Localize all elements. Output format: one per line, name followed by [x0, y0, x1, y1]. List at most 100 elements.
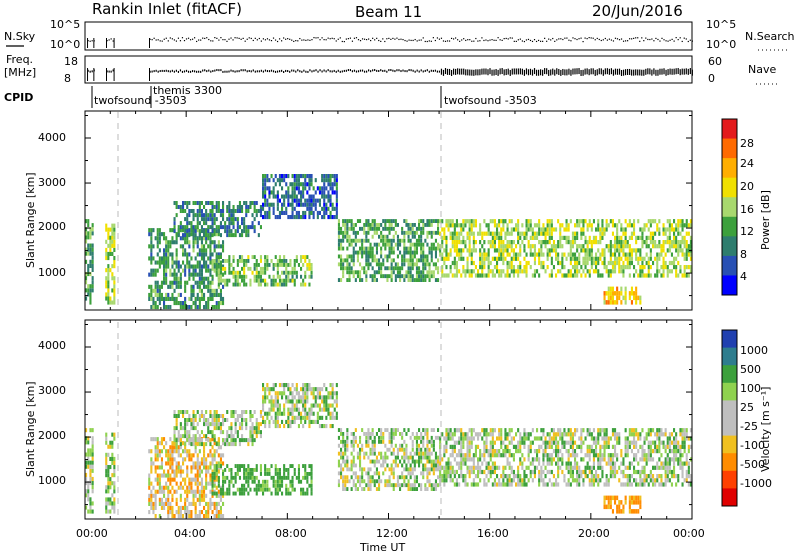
- freq-point: [190, 71, 191, 73]
- echo-cell: [456, 253, 458, 257]
- echo-cell: [186, 252, 188, 256]
- freq-point: [273, 70, 274, 72]
- echo-cell: [249, 283, 251, 287]
- echo-cell: [625, 253, 627, 257]
- echo-cell: [174, 426, 176, 430]
- echo-cell: [155, 498, 157, 502]
- echo-cell: [408, 270, 410, 274]
- freq-point: [232, 70, 233, 72]
- echo-cell: [523, 236, 525, 240]
- echo-cell: [199, 442, 201, 446]
- echo-cell: [359, 436, 361, 440]
- echo-cell: [150, 289, 152, 293]
- echo-cell: [395, 483, 397, 487]
- echo-cell: [176, 248, 178, 252]
- echo-cell: [344, 231, 346, 235]
- echo-cell: [437, 270, 439, 274]
- cpid-segment-2: themis 3300: [153, 84, 222, 97]
- echo-cell: [220, 464, 222, 468]
- nsky-point: [560, 38, 561, 39]
- echo-cell: [367, 456, 369, 460]
- echo-cell: [239, 283, 241, 287]
- echo-cell: [416, 258, 418, 262]
- echo-cell: [458, 236, 460, 240]
- echo-cell: [410, 223, 412, 227]
- echo-cell: [190, 265, 192, 269]
- echo-cell: [184, 273, 186, 277]
- echo-cell: [178, 510, 180, 514]
- echo-cell: [186, 205, 188, 209]
- echo-cell: [587, 244, 589, 248]
- echo-cell: [218, 301, 220, 305]
- echo-cell: [205, 461, 207, 465]
- echo-cell: [536, 253, 538, 257]
- echo-cell: [195, 449, 197, 453]
- freq-point: [461, 69, 462, 75]
- echo-cell: [174, 478, 176, 482]
- echo-cell: [384, 227, 386, 231]
- echo-cell: [105, 292, 107, 296]
- echo-cell: [576, 236, 578, 240]
- freq-point: [243, 69, 244, 71]
- echo-cell: [454, 273, 456, 277]
- echo-cell: [188, 438, 190, 442]
- echo-cell: [429, 251, 431, 255]
- echo-cell: [296, 203, 298, 207]
- echo-cell: [376, 223, 378, 227]
- echo-cell: [353, 432, 355, 436]
- echo-cell: [292, 480, 294, 484]
- echo-cell: [532, 244, 534, 248]
- echo-cell: [224, 476, 226, 480]
- echo-cell: [374, 258, 376, 262]
- echo-cell: [235, 271, 237, 275]
- echo-cell: [302, 174, 304, 178]
- echo-cell: [426, 243, 428, 247]
- echo-cell: [355, 243, 357, 247]
- echo-cell: [109, 240, 111, 244]
- echo-cell: [488, 253, 490, 257]
- echo-cell: [294, 259, 296, 263]
- echo-cell: [212, 213, 214, 217]
- echo-cell: [214, 289, 216, 293]
- echo-cell: [355, 475, 357, 479]
- echo-cell: [222, 201, 224, 205]
- echo-cell: [578, 223, 580, 227]
- echo-cell: [551, 219, 553, 223]
- echo-cell: [376, 479, 378, 483]
- echo-cell: [559, 232, 561, 236]
- echo-cell: [401, 444, 403, 448]
- echo-cell: [359, 475, 361, 479]
- echo-cell: [582, 244, 584, 248]
- echo-cell: [273, 480, 275, 484]
- echo-cell: [346, 464, 348, 468]
- echo-cell: [256, 259, 258, 263]
- echo-cell: [203, 434, 205, 438]
- echo-cell: [648, 269, 650, 273]
- echo-cell: [180, 293, 182, 297]
- echo-cell: [639, 248, 641, 252]
- echo-cell: [682, 219, 684, 223]
- echo-cell: [190, 273, 192, 277]
- nsky-point: [92, 40, 93, 41]
- echo-cell: [150, 252, 152, 256]
- nsky-point: [540, 41, 541, 42]
- echo-cell: [420, 235, 422, 239]
- echo-cell: [152, 461, 154, 465]
- echo-cell: [209, 430, 211, 434]
- echo-cell: [526, 261, 528, 265]
- echo-cell: [410, 239, 412, 243]
- echo-cell: [273, 207, 275, 211]
- echo-cell: [589, 253, 591, 257]
- echo-cell: [262, 399, 264, 403]
- freq-label: Freq.: [6, 53, 33, 66]
- echo-cell: [220, 426, 222, 430]
- echo-cell: [184, 418, 186, 422]
- echo-cell: [650, 223, 652, 227]
- echo-cell: [380, 464, 382, 468]
- echo-cell: [563, 273, 565, 277]
- echo-cell: [105, 501, 107, 505]
- echo-cell: [302, 195, 304, 199]
- echo-cell: [186, 221, 188, 225]
- echo-cell: [631, 223, 633, 227]
- nsky-point: [243, 38, 244, 39]
